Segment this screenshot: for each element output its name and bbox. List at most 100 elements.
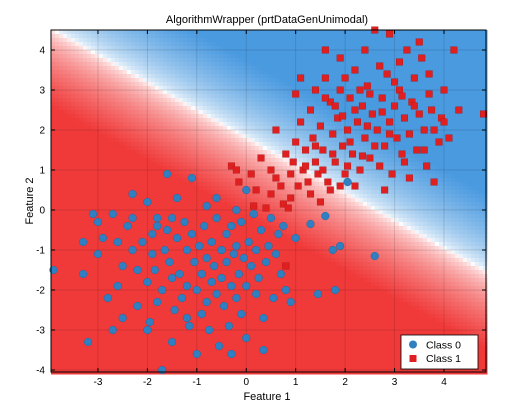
surface-cell (351, 158, 356, 163)
surface-cell (219, 198, 224, 203)
surface-cell (371, 98, 376, 103)
surface-cell (431, 62, 436, 67)
surface-cell (411, 150, 416, 155)
surface-cell (143, 170, 148, 175)
surface-cell (323, 194, 328, 199)
surface-cell (375, 98, 380, 103)
surface-cell (103, 86, 108, 91)
surface-cell (355, 202, 360, 207)
surface-cell (55, 30, 60, 35)
surface-cell (55, 150, 60, 155)
surface-cell (451, 146, 456, 151)
surface-cell (243, 110, 248, 115)
surface-cell (67, 186, 72, 191)
surface-cell (163, 118, 168, 123)
surface-cell (75, 74, 80, 79)
surface-cell (115, 38, 120, 43)
surface-cell (179, 86, 184, 91)
surface-cell (263, 170, 268, 175)
surface-cell (247, 118, 252, 123)
surface-cell (119, 106, 124, 111)
surface-cell (395, 114, 400, 119)
surface-cell (187, 78, 192, 83)
surface-cell (299, 194, 304, 199)
surface-cell (299, 30, 304, 35)
surface-cell (363, 30, 368, 35)
surface-cell (223, 122, 228, 127)
surface-cell (243, 102, 248, 107)
surface-cell (279, 126, 284, 131)
surface-cell (99, 146, 104, 151)
surface-cell (95, 210, 100, 215)
surface-cell (163, 162, 168, 167)
surface-cell (283, 54, 288, 59)
surface-cell (355, 50, 360, 55)
surface-cell (455, 134, 460, 139)
surface-cell (95, 42, 100, 47)
surface-cell (395, 150, 400, 155)
surface-cell (323, 198, 328, 203)
surface-cell (451, 98, 456, 103)
surface-cell (351, 190, 356, 195)
surface-cell (147, 106, 152, 111)
surface-cell (75, 98, 80, 103)
surface-cell (95, 118, 100, 123)
surface-cell (143, 138, 148, 143)
surface-cell (119, 182, 124, 187)
surface-cell (183, 110, 188, 115)
surface-cell (215, 146, 220, 151)
surface-cell (195, 50, 200, 55)
surface-cell (235, 46, 240, 51)
surface-cell (203, 154, 208, 159)
surface-cell (123, 142, 128, 147)
surface-cell (275, 94, 280, 99)
surface-cell (195, 42, 200, 47)
surface-cell (191, 118, 196, 123)
surface-cell (115, 62, 120, 67)
surface-cell (147, 182, 152, 187)
surface-cell (375, 74, 380, 79)
surface-cell (135, 154, 140, 159)
surface-cell (463, 102, 468, 107)
surface-cell (111, 170, 116, 175)
surface-cell (367, 130, 372, 135)
surface-cell (211, 62, 216, 67)
surface-cell (263, 118, 268, 123)
surface-cell (215, 110, 220, 115)
surface-cell (407, 110, 412, 115)
surface-cell (391, 66, 396, 71)
surface-cell (467, 154, 472, 159)
surface-cell (287, 70, 292, 75)
surface-cell (323, 142, 328, 147)
surface-cell (135, 186, 140, 191)
surface-cell (99, 42, 104, 47)
surface-cell (215, 150, 220, 155)
surface-cell (107, 134, 112, 139)
surface-cell (235, 142, 240, 147)
surface-cell (459, 34, 464, 39)
surface-cell (235, 130, 240, 135)
surface-cell (219, 170, 224, 175)
surface-cell (239, 78, 244, 83)
surface-cell (463, 170, 468, 175)
surface-cell (251, 42, 256, 47)
surface-cell (119, 82, 124, 87)
surface-cell (167, 110, 172, 115)
surface-cell (203, 162, 208, 167)
surface-cell (287, 114, 292, 119)
surface-cell (119, 78, 124, 83)
surface-cell (167, 50, 172, 55)
surface-cell (155, 42, 160, 47)
surface-cell (75, 178, 80, 183)
surface-cell (239, 122, 244, 127)
surface-cell (267, 110, 272, 115)
surface-cell (143, 126, 148, 131)
surface-cell (163, 154, 168, 159)
surface-cell (251, 126, 256, 131)
surface-cell (99, 154, 104, 159)
surface-cell (287, 74, 292, 79)
surface-cell (331, 202, 336, 207)
surface-cell (99, 78, 104, 83)
surface-cell (391, 150, 396, 155)
surface-cell (127, 114, 132, 119)
